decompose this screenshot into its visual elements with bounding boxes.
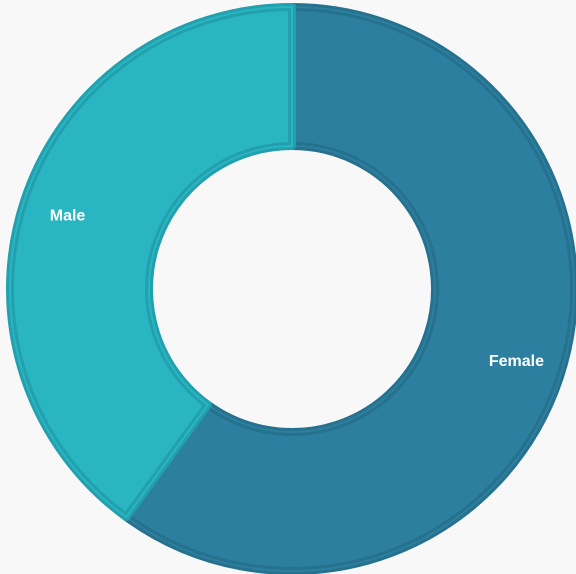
slice-label-female: Female (489, 353, 544, 370)
donut-slices (6, 3, 576, 574)
donut-labels: Female Male (50, 207, 544, 370)
slice-rim-female (124, 5, 575, 572)
slice-rim-male (9, 5, 293, 519)
slice-label-male: Male (50, 207, 86, 224)
